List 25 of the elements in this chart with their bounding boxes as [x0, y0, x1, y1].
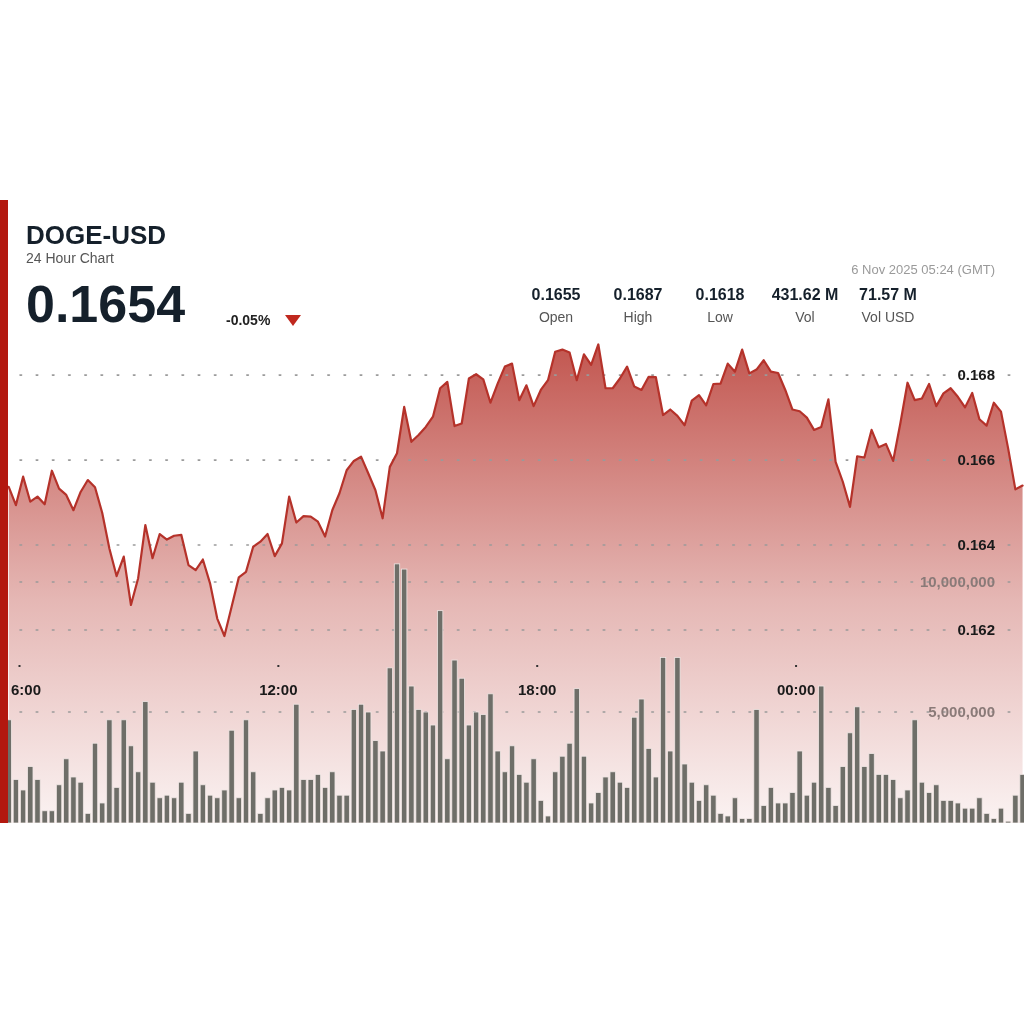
y2-tick-label: 10,000,000 [919, 573, 995, 591]
y-tick-label: 0.166 [957, 451, 995, 469]
y-tick-label: 0.168 [957, 366, 995, 384]
text: 24 Hour Chart [26, 250, 115, 266]
annotation: 0.1654 [26, 275, 186, 333]
annotation: 0.1655 [531, 286, 581, 303]
x-tick-label: 00:00 [776, 681, 816, 699]
annotation: Vol [795, 309, 815, 325]
x-tick-label: 6:00 [11, 681, 42, 699]
annotation: -0.05% [226, 312, 271, 328]
annotation: High [623, 309, 653, 325]
annotation: Open [538, 309, 574, 325]
x-tick-label: 18:00 [518, 681, 557, 699]
x-tick-label: 12:00 [259, 681, 298, 699]
annotation: 0.1687 [613, 286, 663, 303]
y2-tick-label: 5,000,000 [928, 703, 995, 721]
y-tick-label: 0.164 [957, 536, 996, 554]
annotation: Low [707, 309, 734, 325]
annotation: 6 Nov 2025 05:24 (GMT) [851, 262, 995, 277]
annotation: 431.62 M [771, 286, 839, 303]
text: DOGE-USD [26, 220, 167, 250]
annotation: 71.57 M [859, 286, 917, 303]
annotation: Vol USD [861, 309, 915, 325]
y-tick-label: 0.162 [957, 621, 995, 639]
annotation: 0.1618 [695, 286, 745, 303]
